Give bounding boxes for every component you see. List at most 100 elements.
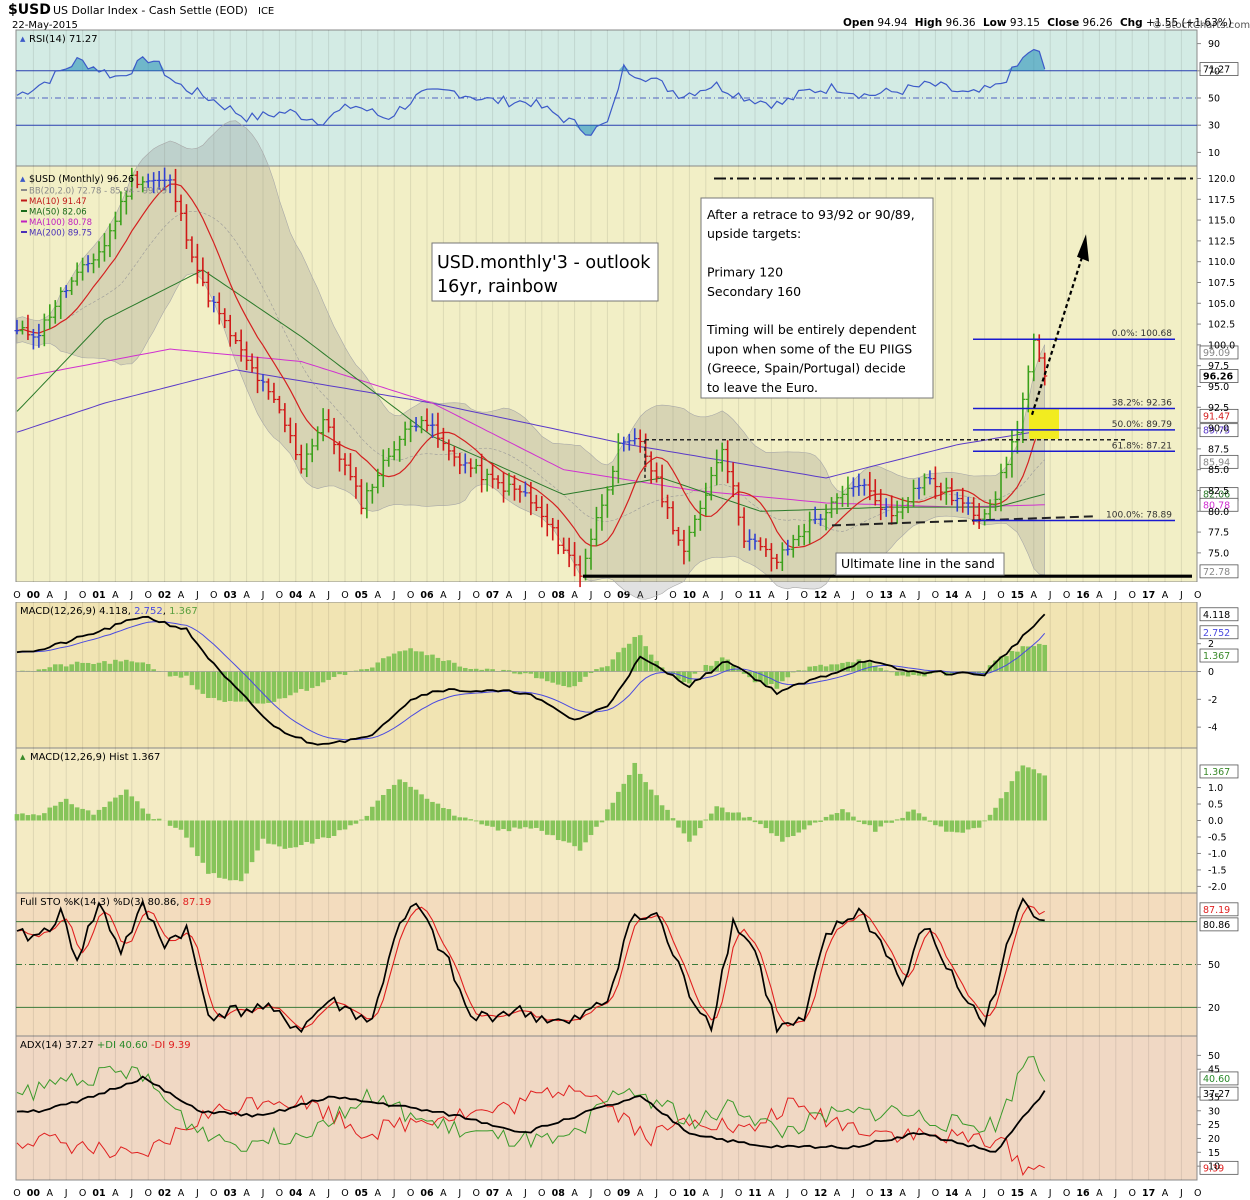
x-axis-label: J <box>195 1188 199 1199</box>
macd-hist-bar <box>441 660 446 672</box>
macd-hist-bar <box>298 671 304 690</box>
x-axis-label: 13 <box>880 1188 893 1199</box>
x-axis-label: O <box>210 1188 217 1199</box>
x-axis-label: O <box>1194 590 1201 601</box>
macd-hist-tag-box <box>1199 648 1239 663</box>
chg-value: +1.55 (+1.63%) <box>1146 17 1232 29</box>
x-axis-label: O <box>341 590 348 601</box>
macd-hist-bar <box>998 656 1004 672</box>
close-value: 96.26 <box>1083 17 1113 29</box>
y-tick-label: 112.5 <box>1208 236 1235 247</box>
rsi-last-tag: 71.27 <box>1203 65 1230 76</box>
hist-bar <box>528 820 534 829</box>
x-axis-label: J <box>720 590 724 601</box>
hist-bar <box>714 806 720 821</box>
x-axis-label: O <box>669 1188 676 1199</box>
macd-hist-bar <box>260 671 266 704</box>
x-axis-label: 15 <box>1011 1188 1024 1199</box>
x-axis-label: A <box>178 1188 185 1199</box>
macd-hist-bar <box>905 671 911 677</box>
hist-bar <box>452 815 457 821</box>
y-axis-hist: 1.0 0.5 0.0 -0.5 -1.0 -1.5 -2.0 <box>1197 783 1227 893</box>
hist-bar <box>266 820 271 844</box>
y-tick-label: 35 <box>1208 1092 1220 1103</box>
macd-title-part: MACD(12,26,9) <box>20 606 99 617</box>
x-axis-label: J <box>982 1188 986 1199</box>
y-tick-label: 50 <box>1208 1051 1220 1062</box>
hist-bar <box>867 820 873 826</box>
adx-title-part: +DI 40.60 <box>97 1040 148 1051</box>
hist-bar <box>320 820 326 838</box>
hist-bar <box>616 791 621 821</box>
hist-bar <box>626 774 632 821</box>
hist-bar <box>539 820 545 831</box>
y-tick-label: 0.5 <box>1208 800 1223 811</box>
y-tick-label: -2.0 <box>1208 882 1227 893</box>
x-axis-label: J <box>523 590 527 601</box>
x-axis-label: J <box>720 1188 724 1199</box>
x-axis-label: 00 <box>27 590 41 601</box>
macd-hist-bar <box>206 671 211 699</box>
x-axis-label: J <box>457 1188 461 1199</box>
hist-bar <box>370 806 375 821</box>
hist-bar <box>42 813 47 821</box>
hist-bar <box>156 818 162 821</box>
hist-bar <box>971 820 976 829</box>
hist-last-tag-box <box>1199 764 1239 779</box>
macd-hist-bar <box>517 671 523 675</box>
macd-hist-bar <box>402 650 408 672</box>
macd-hist-bar <box>118 661 124 672</box>
y-tick-label: 0.0 <box>1208 816 1223 827</box>
x-axis-label: A <box>637 1188 644 1199</box>
macd-hist-bars <box>20 635 1048 704</box>
macd-signal-tag-box <box>1199 625 1239 640</box>
macd-hist-bar <box>856 659 862 672</box>
hist-bar <box>982 820 987 822</box>
sto-d-tag: 87.19 <box>1203 905 1230 916</box>
x-axis-label: 03 <box>224 590 237 601</box>
macd-hist-bar <box>479 669 484 672</box>
ma50-line <box>16 269 1045 512</box>
y-tick-label: 25 <box>1208 1120 1220 1131</box>
legend-label: MA(10) 91.47 <box>29 197 87 207</box>
x-axis-label: 11 <box>748 1188 761 1199</box>
macd-hist-bar <box>178 671 184 678</box>
x-axis-label: J <box>392 1188 396 1199</box>
macd-hist-bar <box>1042 644 1048 672</box>
x-axis-label: O <box>866 1188 873 1199</box>
x-axis-label: O <box>1063 590 1070 601</box>
hist-bar <box>698 820 703 829</box>
projection-arrow <box>1030 250 1086 416</box>
hist-bar <box>293 820 299 848</box>
hist-bar <box>85 810 91 821</box>
x-axis-label: O <box>79 1188 86 1199</box>
x-axis-strip-top <box>0 582 1250 602</box>
macd-hist-bar <box>900 671 905 676</box>
legend-label: MA(200) 89.75 <box>29 229 92 239</box>
hist-bar <box>976 820 982 828</box>
x-axis-label: O <box>79 590 86 601</box>
y-tick-label: 95.0 <box>1208 382 1229 393</box>
x-axis-label: O <box>1063 1188 1070 1199</box>
macd-hist-bar <box>840 662 845 672</box>
macd-hist-bar <box>512 671 517 674</box>
y-tick-label: 70 <box>1208 66 1220 77</box>
support-trendline <box>831 515 1096 527</box>
hist-bar <box>933 820 938 826</box>
hist-bar <box>113 797 118 821</box>
hist-bar <box>954 820 960 833</box>
hist-bar <box>52 805 58 821</box>
sto-panel: Full STO %K(14,3) %D(3) 80.86, 87.1987.1… <box>16 897 1239 1034</box>
symbol-label: $USD <box>8 2 51 18</box>
x-axis-label: J <box>326 1188 330 1199</box>
x-axis-label: A <box>703 1188 710 1199</box>
hist-bar <box>227 820 233 881</box>
hist-bar <box>1020 765 1026 821</box>
x-axis-label: O <box>538 1188 545 1199</box>
hist-bar <box>555 820 561 841</box>
hist-bar <box>703 819 709 821</box>
hist-bar <box>364 815 370 821</box>
open-label: Open <box>843 17 874 29</box>
x-axis-label: 09 <box>617 590 630 601</box>
price-last-tag-box <box>1199 408 1239 423</box>
